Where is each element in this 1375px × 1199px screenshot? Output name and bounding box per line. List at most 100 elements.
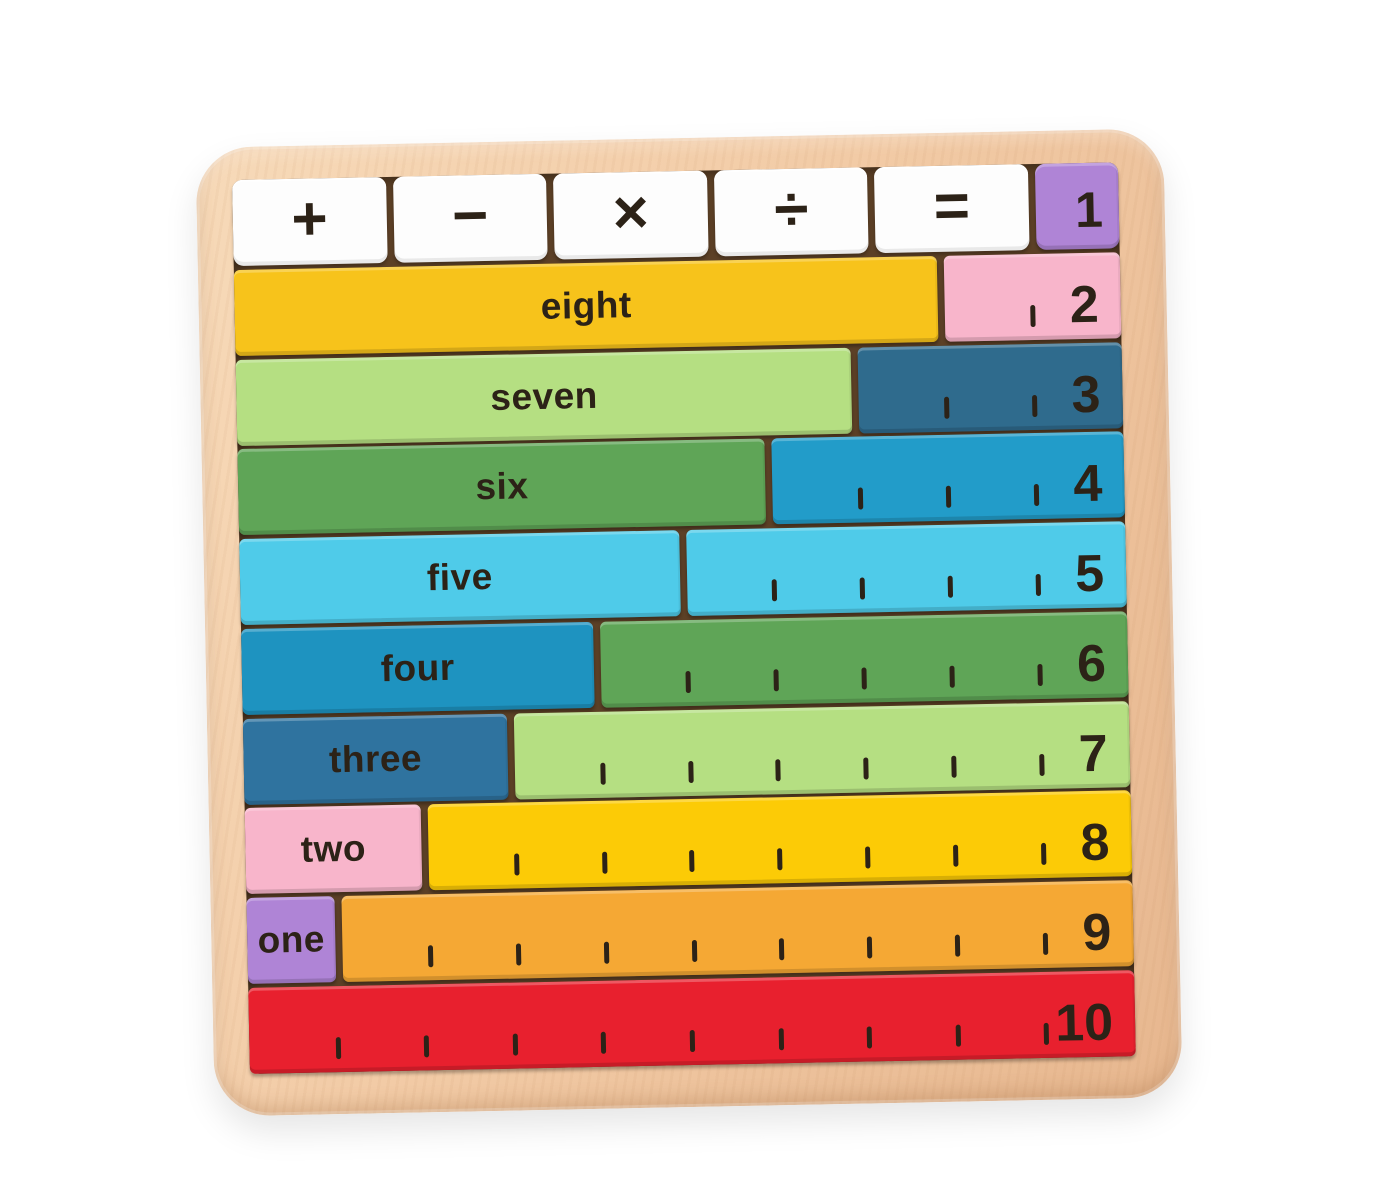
tick-mark: [1039, 753, 1045, 776]
tick-mark: [599, 762, 606, 785]
number-label: 7: [1078, 724, 1109, 783]
tick-mark: [601, 1031, 607, 1054]
minus-symbol: −: [451, 180, 489, 251]
number-bar-8: 8: [427, 790, 1133, 891]
tick-mark: [947, 575, 954, 598]
tick-mark: [955, 1024, 961, 1047]
tick-marks: [600, 611, 1129, 708]
number-label: 6: [1076, 634, 1107, 694]
tick-mark: [955, 934, 961, 957]
tick-mark: [512, 1033, 518, 1056]
tick-mark: [779, 938, 785, 961]
word-bar-eight: eight: [233, 255, 939, 356]
operator-tile-minus: −: [392, 173, 548, 263]
tick-mark: [1030, 304, 1036, 327]
tick-mark: [689, 1029, 696, 1052]
tick-mark: [863, 757, 869, 780]
word-label: three: [328, 736, 423, 780]
tick-mark: [866, 1026, 873, 1049]
number-bar-9: 9: [341, 880, 1134, 983]
tick-mark: [601, 852, 608, 875]
word-label: two: [300, 827, 367, 871]
multiply-symbol: ×: [611, 177, 650, 248]
tick-mark: [865, 846, 871, 869]
word-label: seven: [489, 374, 599, 418]
operator-tile-equals: =: [874, 164, 1030, 254]
tick-mark: [1041, 843, 1047, 866]
number-bar-2: 2: [943, 252, 1122, 342]
word-bar-six: six: [237, 438, 767, 536]
number-label: 9: [1081, 903, 1112, 963]
tick-mark: [953, 845, 959, 868]
word-bar-three: three: [242, 713, 509, 805]
tick-mark: [1042, 932, 1049, 956]
rod-row: two 8: [244, 790, 1133, 895]
rod-row: three 7: [242, 700, 1131, 805]
number-label: 5: [1074, 544, 1105, 604]
rod-row: seven 3: [235, 341, 1124, 446]
tick-mark: [427, 945, 434, 968]
number-tile-1: 1: [1034, 162, 1120, 250]
word-label: five: [426, 555, 494, 599]
tick-mark: [861, 667, 868, 690]
word-label: eight: [540, 283, 633, 327]
tick-mark: [1035, 573, 1042, 597]
operator-row: + − × ÷ = 1: [232, 162, 1120, 267]
tick-mark: [951, 755, 957, 778]
tick-mark: [858, 487, 864, 510]
number-bar-4: 4: [771, 431, 1125, 525]
number-label: 8: [1080, 813, 1111, 873]
number-bar-10: 10: [248, 970, 1136, 1074]
tick-mark: [513, 853, 520, 876]
tick-marks: [686, 521, 1127, 616]
tick-mark: [689, 850, 695, 873]
row-ten: 10: [248, 970, 1136, 1074]
tick-mark: [691, 940, 697, 963]
number-bar-6: 6: [599, 611, 1129, 708]
tick-mark: [685, 670, 692, 693]
tick-mark: [778, 1028, 784, 1051]
word-bar-two: two: [244, 804, 423, 895]
number-label-10: 10: [1054, 993, 1114, 1053]
tick-mark: [1033, 484, 1040, 507]
tick-mark: [603, 941, 609, 964]
tick-mark: [1043, 1022, 1050, 1045]
word-bar-seven: seven: [235, 347, 853, 446]
board-well: + − × ÷ = 1 eight: [232, 162, 1136, 1074]
rod-row: six 4: [237, 431, 1125, 536]
equals-symbol: =: [933, 171, 971, 241]
rod-row: five 5: [239, 521, 1127, 626]
tick-mark: [1037, 663, 1043, 686]
operator-tile-divide: ÷: [713, 167, 870, 257]
tick-mark: [775, 758, 782, 781]
tick-mark: [423, 1035, 430, 1058]
number-label-1: 1: [1074, 181, 1104, 239]
number-label: 4: [1072, 454, 1103, 514]
rod-row: one 9: [246, 880, 1134, 985]
tick-mark: [515, 943, 522, 966]
tick-marks: [513, 701, 1130, 799]
counting-rods-board: + − × ÷ = 1 eight: [195, 128, 1183, 1117]
tick-mark: [1032, 394, 1038, 417]
word-label: one: [257, 918, 326, 961]
tick-mark: [335, 1036, 341, 1060]
number-bar-7: 7: [513, 700, 1131, 800]
tick-mark: [773, 669, 780, 692]
word-label: four: [380, 646, 456, 690]
rod-row: eight 2: [233, 252, 1122, 356]
tick-mark: [944, 396, 950, 419]
word-bar-four: four: [241, 621, 595, 715]
rod-row: four 6: [241, 611, 1129, 715]
tick-mark: [946, 486, 952, 509]
number-bar-5: 5: [685, 521, 1127, 617]
number-bar-3: 3: [857, 341, 1124, 434]
tick-marks: [427, 791, 1132, 891]
tick-marks: [248, 970, 1136, 1074]
divide-symbol: ÷: [773, 174, 810, 245]
tick-mark: [867, 936, 873, 959]
word-bar-five: five: [239, 530, 681, 626]
tick-marks: [341, 880, 1134, 982]
tick-marks: [772, 432, 1125, 525]
word-label: six: [475, 465, 529, 508]
